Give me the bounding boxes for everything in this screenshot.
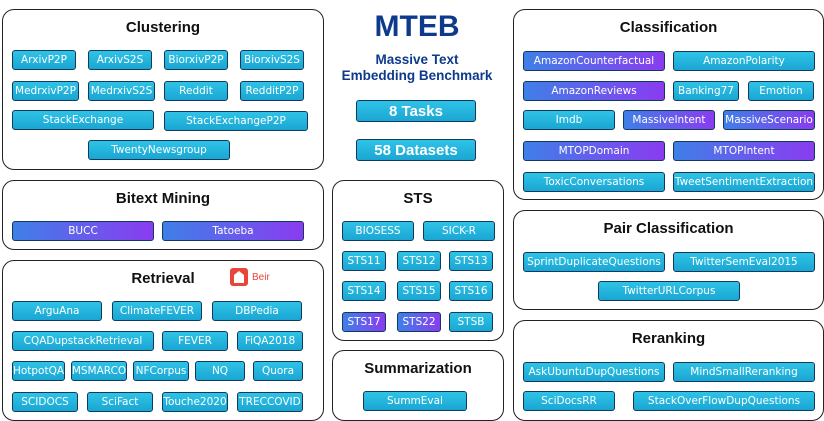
dataset-chip: STSB (449, 312, 493, 332)
dataset-chip: STS16 (449, 281, 493, 301)
dataset-chip: Quora (253, 361, 303, 381)
dataset-chip: CQADupstackRetrieval (12, 331, 154, 351)
datasets-badge: 58 Datasets (356, 139, 476, 161)
dataset-chip: NFCorpus (133, 361, 189, 381)
dataset-chip: BiorxivP2P (164, 50, 228, 70)
dataset-chip: RedditP2P (240, 81, 304, 101)
dataset-chip: TwitterURLCorpus (598, 281, 740, 301)
dataset-chip: StackExchangeP2P (164, 111, 308, 131)
sts-panel: STS BIOSESS SICK-R STS11 STS12 STS13 STS… (332, 180, 504, 341)
dataset-chip: ArxivP2P (12, 50, 76, 70)
dataset-chip: StackOverFlowDupQuestions (633, 391, 815, 411)
summarization-title: Summarization (364, 360, 472, 377)
dataset-chip: STS12 (397, 251, 441, 271)
mteb-subtitle: Massive Text Embedding Benchmark (330, 52, 504, 84)
dataset-chip: AmazonCounterfactual (523, 51, 665, 71)
retrieval-title: Retrieval (131, 270, 195, 287)
reranking-panel: Reranking AskUbuntuDupQuestions MindSmal… (513, 320, 824, 421)
dataset-chip: ClimateFEVER (112, 301, 202, 321)
dataset-chip: AskUbuntuDupQuestions (523, 362, 665, 382)
bitext-mining-panel: Bitext Mining BUCC Tatoeba (2, 180, 324, 250)
dataset-chip: STS22 (397, 312, 441, 332)
dataset-chip: STS14 (342, 281, 386, 301)
dataset-chip: STS11 (342, 251, 386, 271)
dataset-chip: SprintDuplicateQuestions (523, 252, 665, 272)
summarization-panel: Summarization SummEval (332, 350, 504, 421)
dataset-chip: TwitterSemEval2015 (673, 252, 815, 272)
dataset-chip: SciFact (87, 392, 153, 412)
dataset-chip: ArguAna (12, 301, 102, 321)
dataset-chip: DBPedia (212, 301, 302, 321)
dataset-chip: MassiveScenario (723, 110, 815, 130)
dataset-chip: BUCC (12, 221, 154, 241)
dataset-chip: MTOPDomain (523, 141, 665, 161)
dataset-chip: Emotion (748, 81, 814, 101)
pair-classification-title: Pair Classification (603, 220, 734, 237)
dataset-chip: STS13 (449, 251, 493, 271)
dataset-chip: SummEval (363, 391, 467, 411)
dataset-chip: TwentyNewsgroup (88, 140, 230, 160)
dataset-chip: BIOSESS (342, 221, 414, 241)
subtitle-line-1: Massive Text (375, 52, 459, 67)
dataset-chip: MTOPIntent (673, 141, 815, 161)
dataset-chip: SciDocsRR (523, 391, 615, 411)
dataset-chip: FiQA2018 (237, 331, 303, 351)
retrieval-panel: Retrieval Beir ArguAna ClimateFEVER DBPe… (2, 260, 324, 421)
pair-classification-panel: Pair Classification SprintDuplicateQuest… (513, 210, 824, 310)
dataset-chip: Touche2020 (162, 392, 228, 412)
dataset-chip: AmazonReviews (523, 81, 665, 101)
classification-title: Classification (619, 19, 718, 36)
clustering-panel: Clustering ArxivP2P ArxivS2S BiorxivP2P … (2, 9, 324, 170)
dataset-chip: Tatoeba (162, 221, 304, 241)
dataset-chip: BiorxivS2S (240, 50, 304, 70)
dataset-chip: SCIDOCS (12, 392, 78, 412)
beir-logo: Beir (229, 267, 279, 289)
dataset-chip: STS17 (342, 312, 386, 332)
tasks-badge: 8 Tasks (356, 100, 476, 122)
dataset-chip: FEVER (162, 331, 228, 351)
dataset-chip: StackExchange (12, 110, 154, 130)
mteb-title: MTEB (374, 10, 460, 43)
bitext-mining-title: Bitext Mining (115, 190, 211, 207)
dataset-chip: SICK-R (423, 221, 495, 241)
dataset-chip: STS15 (397, 281, 441, 301)
dataset-chip: TweetSentimentExtraction (673, 172, 815, 192)
dataset-chip: HotpotQA (12, 361, 65, 381)
reranking-title: Reranking (631, 330, 706, 347)
clustering-title: Clustering (125, 19, 201, 36)
dataset-chip: TRECCOVID (237, 392, 303, 412)
dataset-chip: MassiveIntent (623, 110, 715, 130)
dataset-chip: Imdb (523, 110, 615, 130)
dataset-chip: MedrxivP2P (12, 81, 79, 101)
beir-logo-text: Beir (252, 272, 270, 283)
dataset-chip: Banking77 (673, 81, 739, 101)
dataset-chip: MindSmallReranking (673, 362, 815, 382)
dataset-chip: MedrxivS2S (88, 81, 155, 101)
dataset-chip: NQ (195, 361, 245, 381)
classification-panel: Classification AmazonCounterfactual Amaz… (513, 9, 824, 200)
dataset-chip: ToxicConversations (523, 172, 665, 192)
dataset-chip: Reddit (164, 81, 228, 101)
sts-title: STS (403, 190, 433, 207)
subtitle-line-2: Embedding Benchmark (341, 68, 493, 83)
dataset-chip: AmazonPolarity (673, 51, 815, 71)
dataset-chip: ArxivS2S (88, 50, 152, 70)
dataset-chip: MSMARCO (71, 361, 127, 381)
